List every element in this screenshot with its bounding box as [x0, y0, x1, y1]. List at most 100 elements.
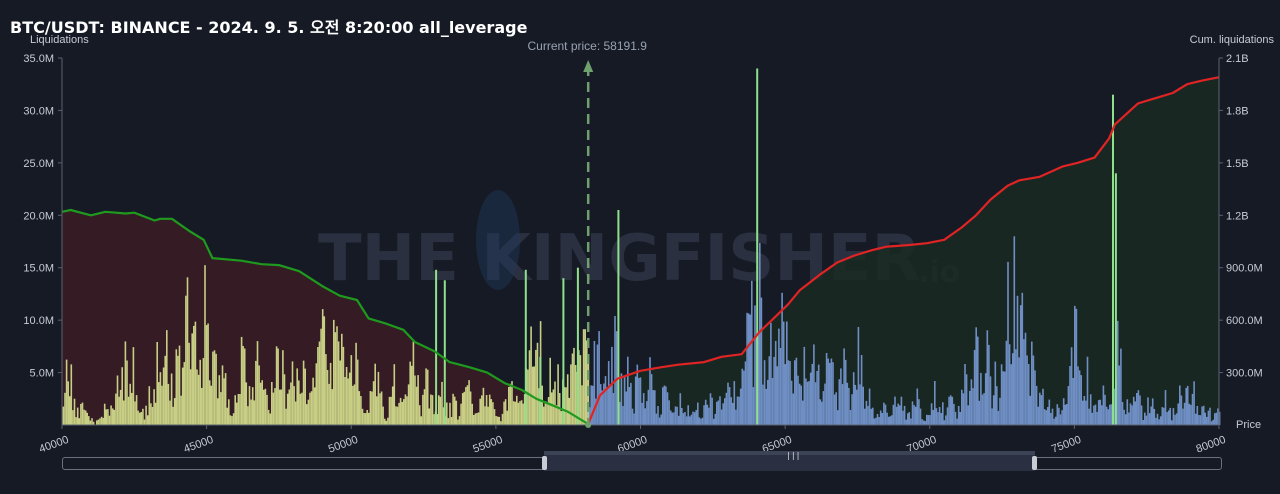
liquidation-bar [309, 392, 311, 425]
liquidation-bar [255, 360, 257, 425]
liquidation-bar [732, 402, 734, 425]
liquidation-bar [654, 390, 656, 425]
liquidation-bar [296, 368, 298, 425]
liquidation-bar [88, 416, 90, 425]
liquidation-bar [599, 384, 602, 425]
liquidation-bar [914, 406, 917, 425]
range-window[interactable] [544, 451, 1035, 471]
liquidation-bar [887, 416, 890, 425]
liquidation-bar [1050, 412, 1052, 425]
liquidation-bar [606, 387, 608, 425]
liquidation-bar [848, 387, 850, 425]
liquidation-bar [596, 344, 599, 425]
liquidation-bar [80, 403, 82, 425]
liquidation-bar [253, 400, 256, 425]
liquidation-bar [457, 419, 459, 425]
liquidation-bar [786, 321, 788, 425]
liquidation-bar [113, 409, 116, 425]
liquidation-bar [689, 416, 691, 425]
range-handle-right[interactable] [1032, 456, 1037, 470]
liquidation-bar [844, 359, 847, 425]
liquidation-bar [598, 331, 600, 425]
liquidation-bar [924, 421, 927, 425]
liquidation-bar [989, 376, 992, 425]
liquidation-bar [175, 349, 178, 425]
range-handle-left[interactable] [542, 456, 547, 470]
liquidation-bar [450, 417, 453, 425]
liquidation-bar [471, 403, 473, 425]
liquidation-bar [711, 397, 713, 425]
liquidation-bar [868, 388, 871, 425]
liquidation-bar [115, 393, 117, 425]
liquidation-bar [584, 329, 586, 425]
liquidation-bar [97, 419, 100, 425]
liquidation-bar [266, 394, 268, 425]
liquidation-bar [380, 391, 383, 425]
liquidation-bar [999, 397, 1001, 425]
liquidation-bar [315, 363, 318, 425]
liquidation-bar [879, 410, 882, 425]
liquidation-bar [251, 387, 254, 425]
liquidation-bar [1096, 411, 1098, 425]
liquidation-bar [1024, 332, 1027, 425]
liquidation-bar [62, 406, 65, 425]
liquidation-bar [1080, 375, 1082, 425]
liquidation-bar [108, 415, 111, 425]
liquidation-bar [1053, 418, 1055, 425]
liquidation-bar [476, 413, 478, 425]
highlight-bar [1112, 94, 1114, 425]
liquidation-bar [506, 410, 508, 425]
liquidation-bar [983, 393, 985, 425]
liquidation-bar [738, 396, 740, 425]
x-axis-title: Price [1236, 419, 1261, 431]
liquidation-bar [473, 415, 475, 425]
liquidation-bar [100, 416, 103, 425]
x-tick-label: 55000 [471, 434, 504, 456]
liquidation-bar [833, 394, 836, 425]
liquidation-bar [1034, 370, 1036, 425]
liquidation-bar [213, 350, 216, 425]
liquidation-bar [724, 398, 726, 425]
liquidation-bar [595, 398, 597, 425]
liquidation-bar [996, 386, 998, 425]
liquidation-bar [747, 313, 750, 425]
liquidation-bar [436, 414, 438, 425]
liquidation-bar [665, 386, 667, 425]
liquidation-bar [787, 360, 790, 425]
liquidation-bar [320, 328, 322, 425]
range-grip-icon[interactable]: ||| [786, 451, 801, 460]
liquidation-bar [762, 384, 764, 425]
liquidation-bar [1074, 305, 1076, 425]
liquidation-bar [856, 389, 858, 425]
liquidation-bar [272, 392, 275, 425]
liquidation-bar [382, 406, 384, 425]
liquidation-bar [921, 419, 923, 425]
liquidation-bar [1029, 395, 1032, 425]
liquidation-bar [111, 408, 114, 425]
liquidation-bar [1131, 405, 1133, 425]
liquidation-bar [153, 389, 155, 425]
liquidation-bar [619, 401, 621, 425]
liquidation-bar [586, 340, 588, 425]
liquidation-bar [70, 364, 73, 425]
liquidation-bar [1140, 405, 1143, 425]
liquidation-bar [592, 385, 594, 425]
liquidation-bar [668, 400, 670, 425]
liquidation-bar [929, 415, 931, 425]
liquidation-bar [401, 401, 403, 425]
liquidation-bar [414, 375, 416, 425]
liquidation-bar [105, 409, 108, 425]
liquidation-bar [1013, 236, 1016, 425]
liquidation-bar [210, 385, 213, 425]
liquidation-bar [1159, 416, 1162, 425]
liquidation-bar [918, 399, 920, 425]
liquidation-bar [331, 389, 333, 425]
liquidation-bar [341, 333, 343, 425]
liquidation-bar [461, 393, 464, 425]
y-tick-label: 20.0M [23, 210, 54, 222]
liquidation-bar [1153, 408, 1156, 425]
liquidation-bar [932, 410, 934, 425]
liquidation-bar [1048, 399, 1051, 425]
liquidation-bar [860, 355, 863, 425]
liquidation-bar [183, 362, 186, 425]
